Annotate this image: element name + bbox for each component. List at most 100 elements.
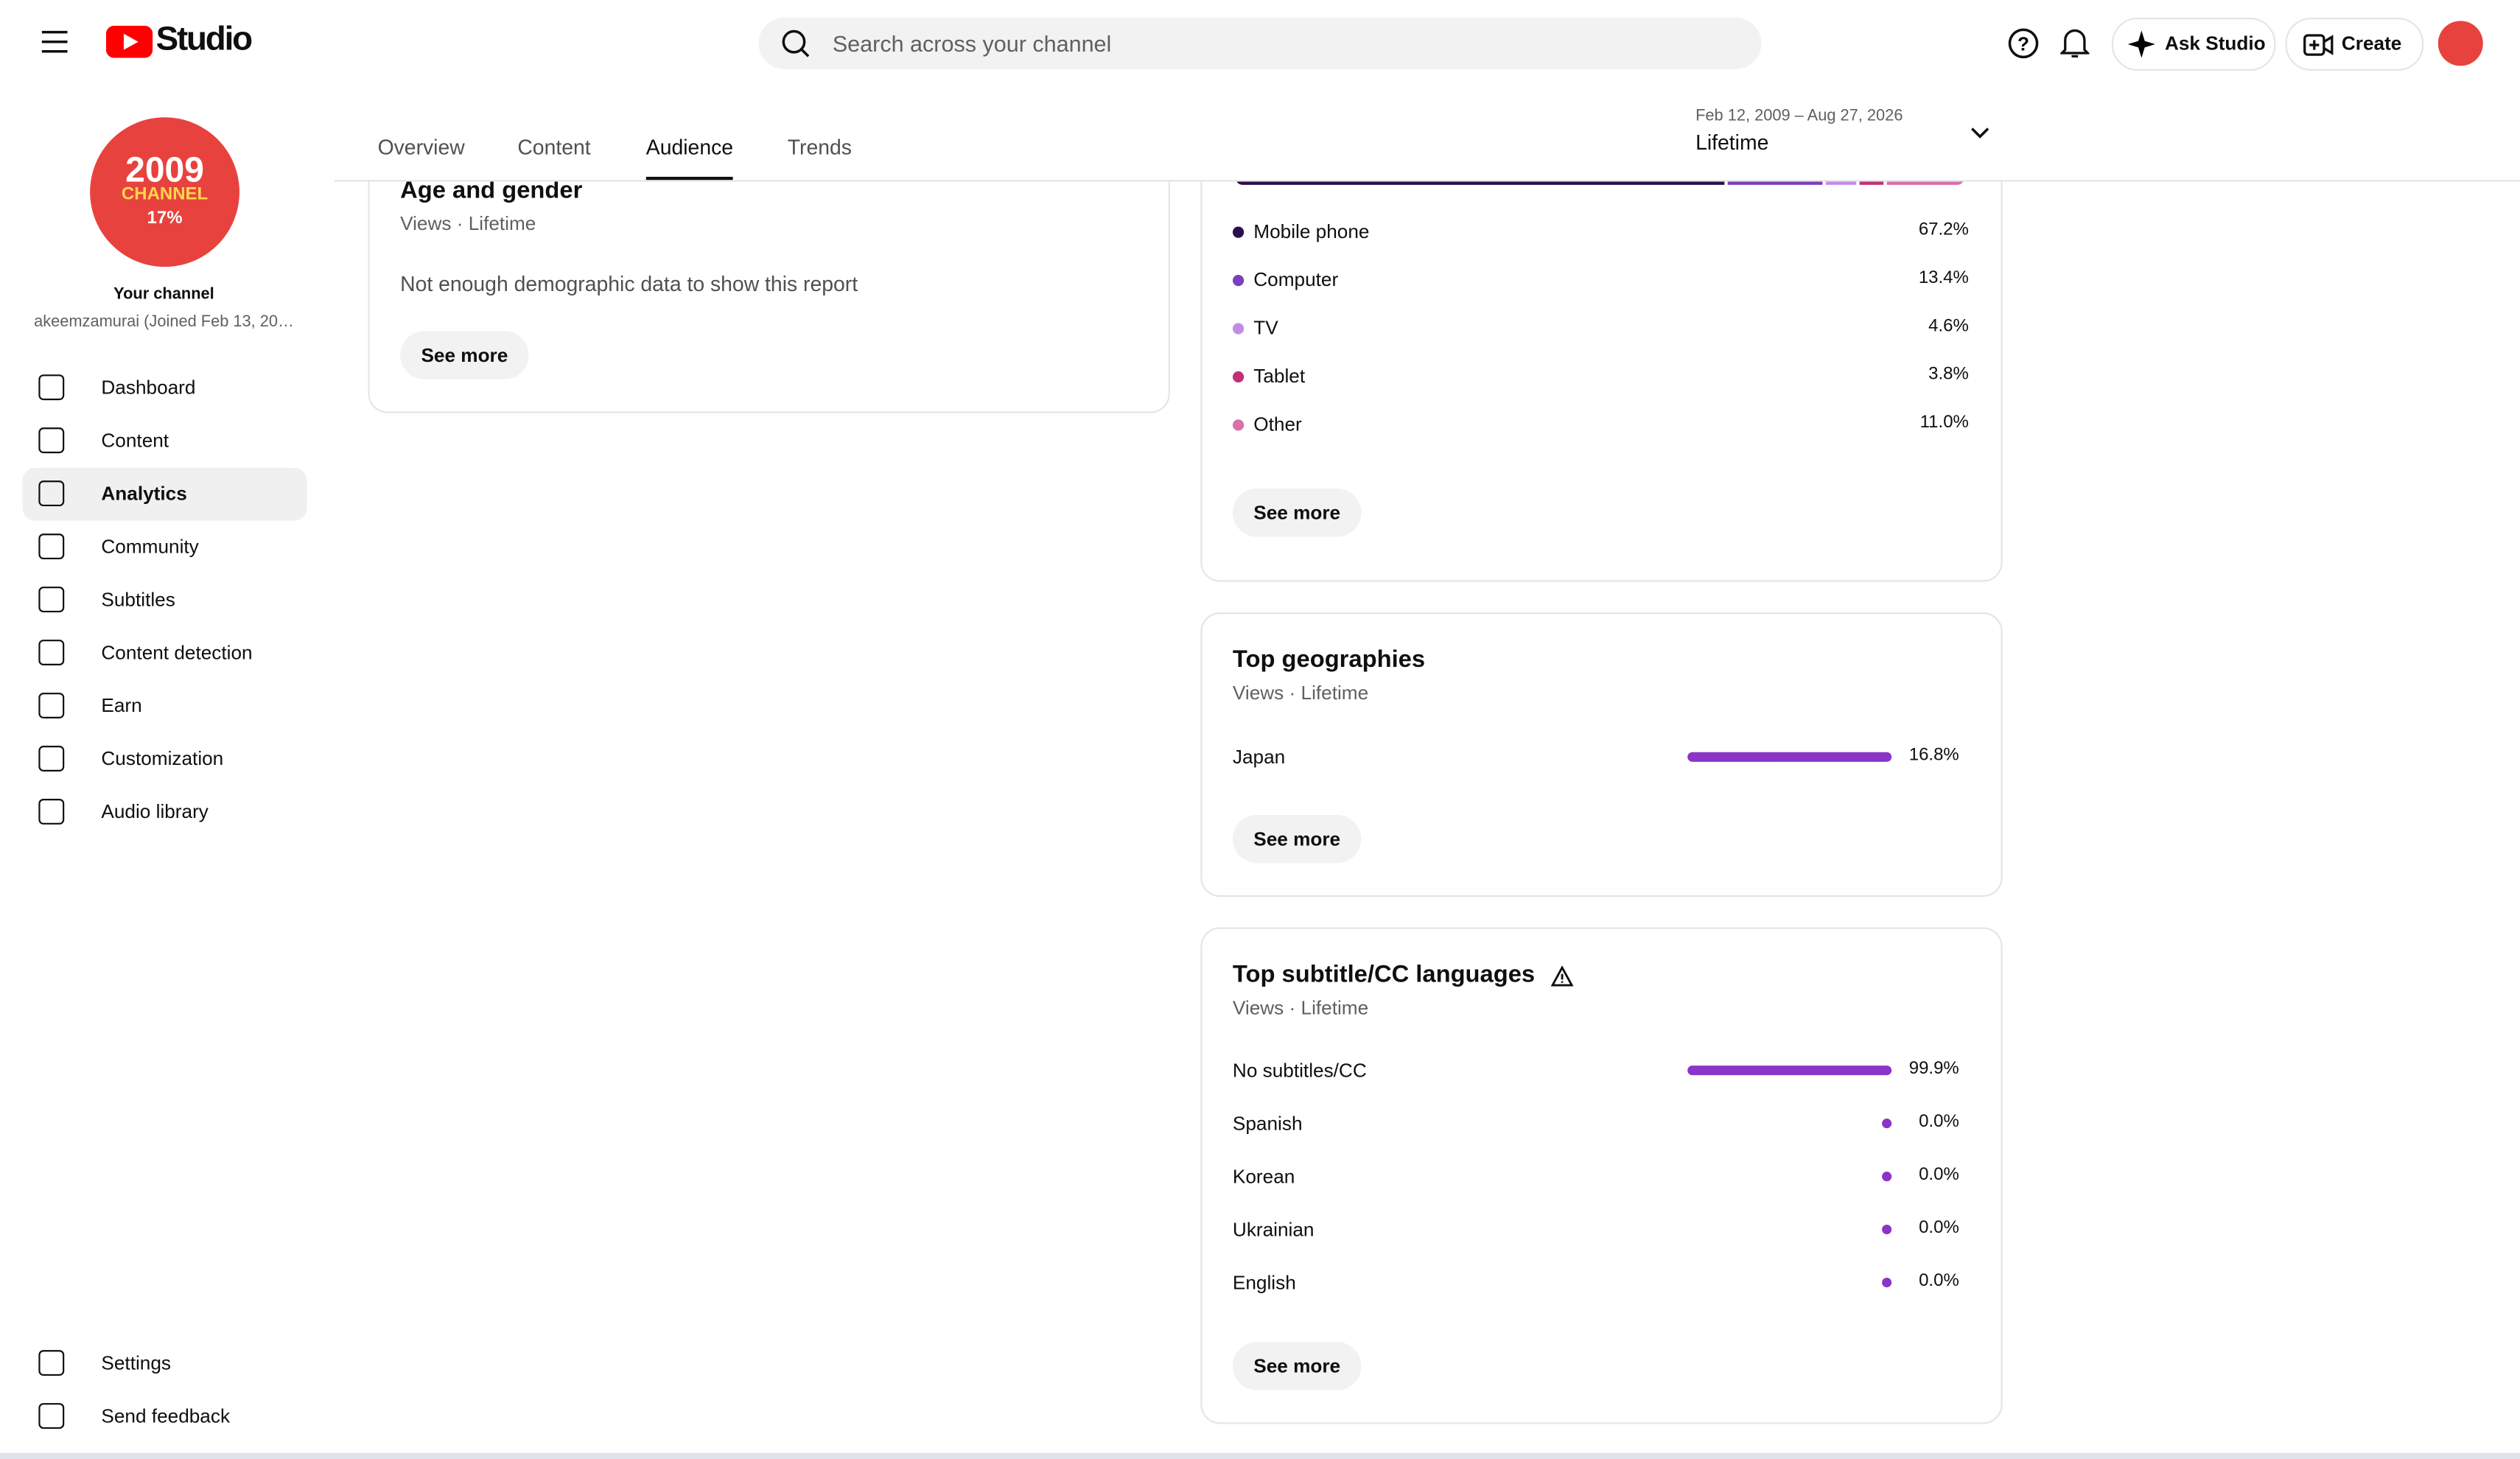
search-box[interactable]: Search across your channel [758, 17, 1762, 69]
see-more-button[interactable]: See more [1232, 1342, 1362, 1390]
row-bar [1687, 752, 1892, 762]
row-name: Spanish [1232, 1112, 1303, 1135]
card-title: Top subtitle/CC languages [1232, 961, 1536, 989]
device-bar-segment [1727, 181, 1822, 185]
legend-dot [1232, 419, 1245, 431]
row-name: English [1232, 1271, 1296, 1294]
row-value: 0.0% [1919, 1218, 1959, 1238]
warning-icon [1550, 965, 1574, 987]
device-value: 11.0% [1919, 413, 1969, 433]
nav-icon [38, 1403, 65, 1430]
device-name: Mobile phone [1253, 220, 1370, 243]
device-name: TV [1253, 316, 1278, 340]
device-value: 67.2% [1918, 220, 1969, 239]
bottom-edge [0, 1452, 2520, 1459]
subtitles-card: Top subtitle/CC languages Views · Lifetim… [1200, 927, 2003, 1424]
device-bar-segment [1886, 181, 1964, 185]
nav-item[interactable]: Send feedback [101, 1404, 231, 1427]
device-name: Other [1253, 413, 1302, 436]
nav-item[interactable]: Audio library [101, 800, 209, 823]
row-dot [1882, 1119, 1892, 1129]
row-name: Korean [1232, 1165, 1295, 1188]
nav-icon [38, 374, 65, 401]
nav-item[interactable]: Content [101, 429, 169, 452]
menu-icon[interactable] [41, 30, 68, 53]
nav-icon [38, 1350, 65, 1376]
age-gender-card: Age and gender Views · Lifetime Not enou… [368, 181, 1170, 413]
nav-icon [38, 640, 65, 665]
tab[interactable]: Overview [377, 135, 465, 159]
device-value: 3.8% [1928, 365, 1969, 385]
card-title: Age and gender [400, 181, 583, 205]
product-name: Studio [155, 21, 253, 58]
nav-icon [38, 799, 65, 825]
device-value: 4.6% [1928, 316, 1969, 336]
nav-icon [38, 480, 65, 507]
nav-icon [38, 427, 65, 454]
nav-item[interactable]: Subtitles [101, 588, 175, 611]
row-value: 16.8% [1908, 746, 1959, 766]
account-avatar[interactable] [2437, 21, 2483, 66]
card-subtitle: Views · Lifetime [1232, 996, 1369, 1019]
device-name: Computer [1253, 268, 1339, 291]
nav-icon [38, 587, 65, 613]
date-period[interactable]: Lifetime [1695, 130, 1769, 155]
row-value: 0.0% [1919, 1165, 1959, 1185]
row-value: 0.0% [1919, 1112, 1959, 1132]
avatar-pct: 17% [147, 209, 183, 228]
nav-icon [38, 693, 65, 718]
nav-item[interactable]: Analytics [101, 482, 187, 505]
content: Age and gender Views · Lifetime Not enou… [335, 181, 2520, 1459]
create-label: Create [2341, 32, 2402, 55]
row-name: Japan [1232, 746, 1286, 769]
legend-dot [1232, 371, 1245, 383]
row-name: No subtitles/CC [1232, 1059, 1367, 1082]
legend-dot [1232, 274, 1245, 287]
card-subtitle: Views · Lifetime [400, 211, 536, 235]
channel-label: Your channel [113, 286, 214, 304]
nav-item[interactable]: Community [101, 535, 199, 558]
row-bar [1687, 1066, 1892, 1076]
nav-item[interactable]: Content detection [101, 641, 253, 664]
row-dot [1882, 1277, 1892, 1288]
channel-handle: akeemzamurai (Joined Feb 13, 20… [34, 313, 294, 332]
dropdown-icon[interactable] [1970, 127, 1989, 139]
row-value: 99.9% [1908, 1059, 1959, 1079]
nav-item[interactable]: Customization [101, 747, 224, 770]
tab[interactable]: Trends [787, 135, 852, 159]
row-name: Ukrainian [1232, 1218, 1315, 1241]
device-value: 13.4% [1918, 268, 1969, 288]
nav-item[interactable]: Dashboard [101, 376, 196, 399]
see-more-button[interactable]: See more [400, 331, 529, 379]
geographies-card: Top geographies Views · Lifetime Japan 16.8… [1200, 612, 2003, 898]
create-button[interactable]: Create [2285, 17, 2424, 71]
nav-icon [38, 533, 65, 560]
bell-icon[interactable] [2060, 27, 2090, 60]
nav-item[interactable]: Settings [101, 1351, 171, 1374]
help-icon[interactable]: ? [2007, 27, 2040, 60]
legend-dot [1232, 323, 1245, 335]
logo-icon[interactable] [105, 25, 153, 58]
see-more-button[interactable]: See more [1232, 814, 1362, 864]
svg-text:?: ? [2017, 33, 2029, 55]
tab[interactable]: Content [517, 135, 591, 159]
nav-active-bg [22, 467, 307, 521]
row-dot [1882, 1225, 1892, 1235]
tab[interactable]: Audience [645, 135, 734, 159]
create-icon [2303, 34, 2334, 56]
see-more-button[interactable]: See more [1232, 489, 1362, 537]
devices-card: Mobile phone 67.2% Computer 13.4% TV 4.6% Tabl… [1200, 181, 2003, 582]
device-name: Tablet [1253, 365, 1306, 388]
channel-avatar[interactable]: 2009 CHANNEL 17% [90, 117, 239, 267]
nav-item[interactable]: Earn [101, 694, 142, 717]
ask-studio-button[interactable]: Ask Studio [2111, 17, 2276, 71]
device-bar-segment [1236, 181, 1724, 185]
empty-message: Not enough demographic data to show this… [400, 271, 858, 296]
ask-studio-label: Ask Studio [2164, 32, 2266, 55]
device-bar-segment [1825, 181, 1856, 185]
row-dot [1882, 1172, 1892, 1182]
device-bar-segment [1858, 181, 1884, 185]
nav-icon [38, 746, 65, 772]
